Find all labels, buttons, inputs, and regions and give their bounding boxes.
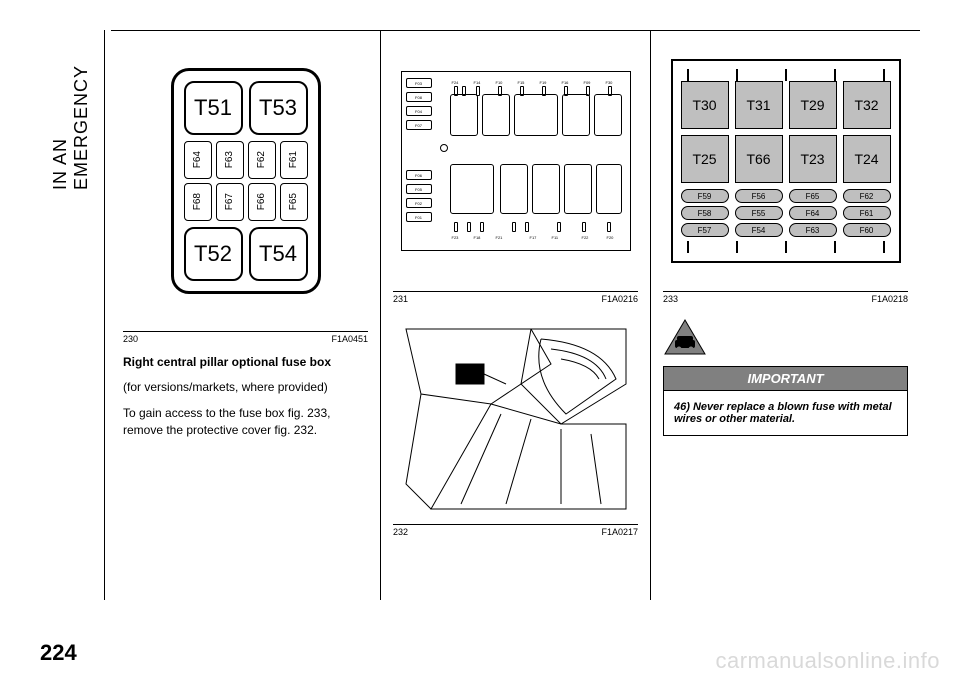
figure-231-caption: 231 F1A0216	[393, 291, 638, 304]
relay: T24	[843, 135, 891, 183]
fuse: F55	[735, 206, 783, 220]
fuse: F59	[681, 189, 729, 203]
paragraph: To gain access to the fuse box fig. 233,…	[123, 405, 368, 440]
lbl: F02	[406, 198, 432, 208]
fuse-f61: F61	[280, 141, 308, 179]
relay-box-diagram: F03 F08 F04 F07 F06 F05 F02 F01	[401, 71, 631, 251]
page-number: 224	[40, 640, 77, 666]
fuse: F57	[681, 223, 729, 237]
lbl: F05	[406, 184, 432, 194]
fuse: F65	[789, 189, 837, 203]
lbl: F18	[474, 235, 481, 240]
lbl: F11	[552, 235, 559, 240]
fig-code: F1A0217	[601, 527, 638, 537]
lbl: F10	[496, 80, 503, 85]
figure-230: T51 T53 F64 F63 F62 F61 F68 F67 F66 F65	[123, 31, 368, 331]
vertical-rule	[104, 30, 105, 600]
lbl: F03	[406, 78, 432, 88]
figure-232-caption: 232 F1A0217	[393, 524, 638, 537]
fuse: F60	[843, 223, 891, 237]
fig-code: F1A0451	[331, 334, 368, 344]
fuse-t52: T52	[184, 227, 243, 281]
fuse-f62: F62	[248, 141, 276, 179]
fusebox-diagram: T51 T53 F64 F63 F62 F61 F68 F67 F66 F65	[171, 68, 321, 294]
fuse: F63	[789, 223, 837, 237]
fuse: F64	[789, 206, 837, 220]
figure-230-caption: 230 F1A0451	[123, 331, 368, 344]
column-3: T30 T31 T29 T32 T25 T66 T23 T24 F59	[650, 30, 920, 600]
fuse: F62	[843, 189, 891, 203]
relay: T30	[681, 81, 729, 129]
heading: Right central pillar optional fuse box	[123, 355, 331, 369]
section-label: IN AN EMERGENCY	[40, 30, 92, 190]
watermark: carmanualsonline.info	[715, 648, 940, 674]
lbl: F04	[406, 106, 432, 116]
lbl: F01	[406, 212, 432, 222]
lbl: F06	[406, 170, 432, 180]
lbl: F30	[606, 80, 613, 85]
fig-num: 231	[393, 294, 408, 304]
fig-num: 230	[123, 334, 138, 344]
lbl: F09	[584, 80, 591, 85]
fuse-f68: F68	[184, 183, 212, 221]
fuse-f67: F67	[216, 183, 244, 221]
column-1: T51 T53 F64 F63 F62 F61 F68 F67 F66 F65	[111, 30, 380, 600]
lbl: F19	[540, 80, 547, 85]
lbl: F22	[582, 235, 589, 240]
fuse-f63: F63	[216, 141, 244, 179]
relay: T31	[735, 81, 783, 129]
lbl: F07	[406, 120, 432, 130]
figure-233: T30 T31 T29 T32 T25 T66 T23 T24 F59	[663, 31, 908, 291]
body-text: Right central pillar optional fuse box (…	[123, 354, 368, 440]
lbl: F21	[496, 235, 503, 240]
important-text: 46) Never replace a blown fuse with meta…	[663, 391, 908, 436]
lbl: F17	[530, 235, 537, 240]
fig-num: 232	[393, 527, 408, 537]
lbl: F15	[518, 80, 525, 85]
subheading: (for versions/markets, where provided)	[123, 379, 368, 396]
fuse-f64: F64	[184, 141, 212, 179]
fuse-t54: T54	[249, 227, 308, 281]
fuse: F54	[735, 223, 783, 237]
important-heading: IMPORTANT	[663, 366, 908, 391]
lbl: F23	[452, 235, 459, 240]
fig-code: F1A0218	[871, 294, 908, 304]
fig-num: 233	[663, 294, 678, 304]
figure-233-caption: 233 F1A0218	[663, 291, 908, 304]
fuse-t51: T51	[184, 81, 243, 135]
fuse-f65: F65	[280, 183, 308, 221]
fuse: F58	[681, 206, 729, 220]
column-2: F03 F08 F04 F07 F06 F05 F02 F01	[380, 30, 650, 600]
warning-icon	[663, 318, 707, 356]
fusebox-233-diagram: T30 T31 T29 T32 T25 T66 T23 T24 F59	[671, 59, 901, 263]
fuse-f66: F66	[248, 183, 276, 221]
lbl: F20	[607, 235, 614, 240]
lbl: F16	[562, 80, 569, 85]
lbl: F08	[406, 92, 432, 102]
relay: T23	[789, 135, 837, 183]
fuse: F56	[735, 189, 783, 203]
fig-code: F1A0216	[601, 294, 638, 304]
figure-232	[393, 314, 638, 524]
fuse: F61	[843, 206, 891, 220]
relay: T29	[789, 81, 837, 129]
seat-diagram	[401, 324, 631, 514]
relay: T32	[843, 81, 891, 129]
figure-231: F03 F08 F04 F07 F06 F05 F02 F01	[393, 31, 638, 291]
fuse-t53: T53	[249, 81, 308, 135]
relay: T66	[735, 135, 783, 183]
relay: T25	[681, 135, 729, 183]
lbl: F14	[474, 80, 481, 85]
lbl: F24	[452, 80, 459, 85]
